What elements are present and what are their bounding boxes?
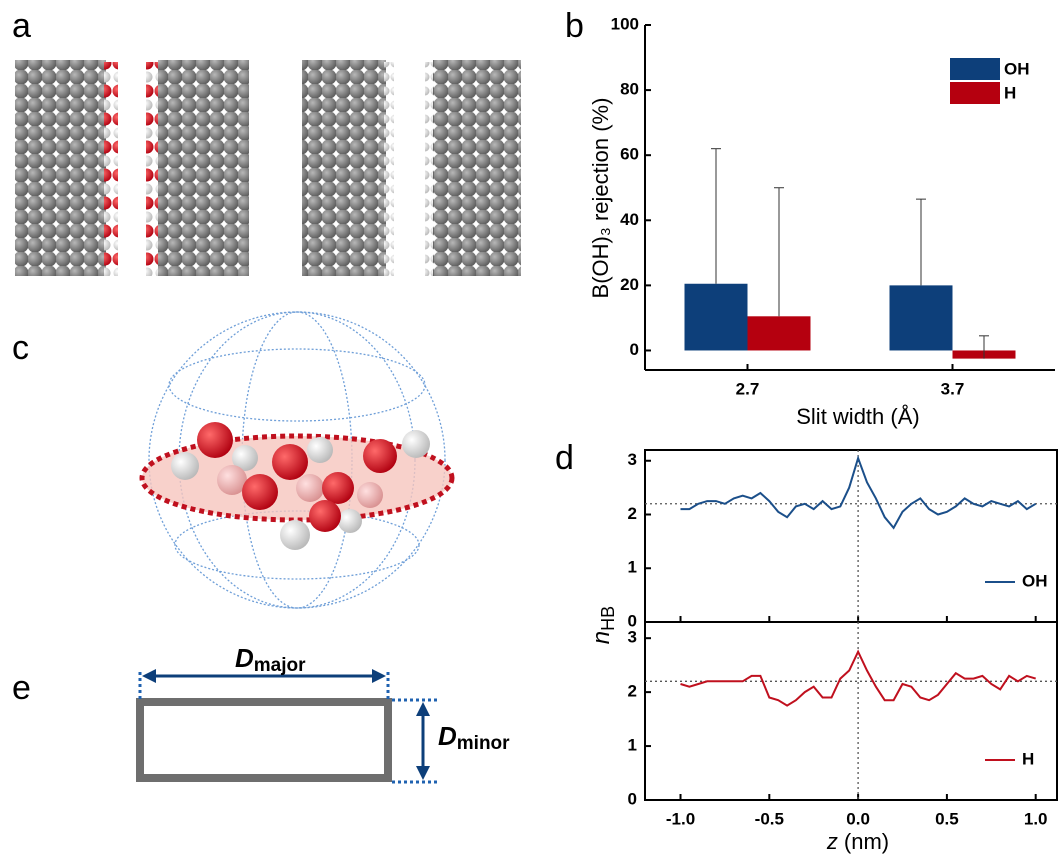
- y-tick-label: 0: [630, 340, 639, 359]
- line: [680, 454, 1037, 530]
- y-tick-label: 40: [620, 210, 639, 229]
- y-tick-label: 20: [620, 275, 639, 294]
- legend-label: OH: [1022, 571, 1048, 590]
- bar: [889, 285, 953, 351]
- y-tick-label: 1: [628, 736, 637, 755]
- legend-label: H: [1022, 749, 1034, 768]
- symbol: z: [826, 829, 838, 854]
- panel-label: a: [12, 7, 31, 45]
- panel-label: d: [555, 439, 574, 477]
- subscript: minor: [457, 733, 510, 754]
- y-tick-label: 3: [628, 628, 637, 647]
- d-major: Dmajor: [235, 643, 306, 676]
- unit: (nm): [844, 829, 889, 854]
- panel-label: e: [12, 669, 31, 707]
- legend-swatch: [950, 58, 1000, 80]
- x-tick-label: 0.0: [846, 809, 870, 828]
- x-tick-label: -0.5: [755, 809, 784, 828]
- y-tick-label: 80: [620, 80, 639, 99]
- x-tick-label: 2.7: [736, 379, 760, 398]
- y-tick-label: 1: [628, 558, 637, 577]
- d-minor: Dminor: [438, 721, 510, 754]
- y-tick-label: 0: [628, 789, 637, 808]
- x-axis-label: Slit width (Å): [796, 404, 919, 429]
- y-tick-label: 2: [628, 504, 637, 523]
- x-tick-label: 3.7: [941, 379, 965, 398]
- x-tick-label: -1.0: [666, 809, 695, 828]
- y-tick-label: 60: [620, 145, 639, 164]
- y-tick-label: 0: [628, 611, 637, 630]
- slit-models: [15, 60, 521, 276]
- x-tick-label: 1.0: [1024, 809, 1048, 828]
- symbol: n: [588, 631, 615, 644]
- molecule: [171, 422, 430, 550]
- symbol: D: [438, 721, 457, 751]
- y-tick-label: 100: [611, 14, 639, 33]
- bar: [684, 283, 748, 351]
- plot-frame: [644, 449, 1058, 623]
- legend-swatch: [950, 82, 1000, 104]
- x-tick-label: 0.5: [935, 809, 959, 828]
- legend-label: H: [1004, 83, 1016, 102]
- plot-frame: [644, 621, 1058, 801]
- y-tick-label: 2: [628, 682, 637, 701]
- subscript: major: [254, 655, 306, 676]
- y-axis-label: B(OH)₃ rejection (%): [588, 98, 613, 299]
- slit-diagram: [136, 669, 440, 784]
- line: [680, 649, 1036, 707]
- subscript: HB: [598, 606, 618, 631]
- symbol: D: [235, 643, 254, 673]
- panel-label: c: [12, 329, 29, 367]
- panel-label: b: [565, 7, 584, 45]
- x-axis-label: z (nm): [826, 829, 889, 854]
- legend-label: OH: [1004, 59, 1030, 78]
- y-tick-label: 3: [628, 450, 637, 469]
- y-axis-label: nHB: [588, 606, 617, 644]
- bar: [747, 316, 811, 351]
